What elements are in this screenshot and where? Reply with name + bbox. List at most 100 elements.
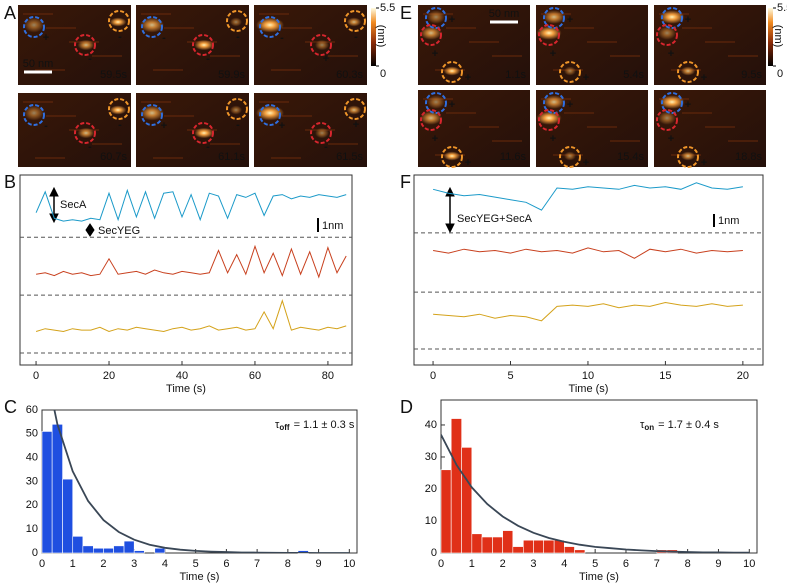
frame-time: 59.5s <box>100 69 127 81</box>
bar <box>41 431 53 554</box>
bar <box>461 447 473 554</box>
state-sign: + <box>465 157 471 169</box>
x-tick-label: 0 <box>438 558 444 570</box>
state-sign: - <box>206 141 210 153</box>
x-tick-label: 7 <box>254 558 260 570</box>
tracking-circle <box>661 92 683 114</box>
tracking-circle <box>74 122 96 144</box>
scale-bar-label: 1nm <box>322 220 343 232</box>
state-sign: - <box>324 141 328 153</box>
afm-streak <box>164 27 194 29</box>
frame-time: 61.1s <box>218 151 245 163</box>
afm-blob <box>315 39 329 51</box>
bar <box>450 418 462 554</box>
colorbar-tick-label: 0 <box>380 68 386 80</box>
trace <box>36 244 347 279</box>
plot-frame <box>41 409 358 554</box>
state-sign: - <box>236 31 240 43</box>
state-sign: - <box>206 53 210 65</box>
tau-symbol: τ <box>275 419 280 431</box>
afm-blob <box>24 17 44 33</box>
tracking-circle <box>23 16 45 38</box>
tracking-circle <box>259 104 281 126</box>
x-tick-label: 8 <box>285 558 291 570</box>
tracking-circle <box>141 16 163 38</box>
state-sign: + <box>432 48 438 60</box>
bar <box>512 546 524 554</box>
afm-streak <box>728 55 758 57</box>
afm-streak <box>328 143 358 145</box>
frame-time: 61.5s <box>336 151 363 163</box>
afm-blob <box>420 111 442 125</box>
tracking-circle <box>108 98 130 120</box>
x-tick-label: 4 <box>561 558 567 570</box>
afm-streak <box>610 55 640 57</box>
tracking-circle <box>543 7 565 29</box>
afm-blob <box>564 66 576 76</box>
tracking-circle <box>141 104 163 126</box>
tracking-circle <box>420 24 442 46</box>
afm-blob <box>564 151 576 161</box>
y-tick-label: 10 <box>425 515 437 527</box>
x-tick-label: 10 <box>743 558 755 570</box>
afm-blob <box>315 127 329 139</box>
afm-streak <box>328 55 358 57</box>
trace <box>35 188 347 222</box>
annotation: SecYEG+SecA <box>457 213 533 225</box>
afm-streak <box>271 157 301 159</box>
frame-time: 18.8s <box>735 151 762 163</box>
panel-label: A <box>4 3 16 23</box>
fit-curve <box>441 434 750 553</box>
afm-blob <box>658 111 676 125</box>
afm-blob <box>427 10 445 24</box>
colorbar-tick-label: 5.5 <box>380 2 395 14</box>
afm-blob <box>420 26 442 40</box>
afm-blob <box>680 66 696 76</box>
afm-streak <box>587 126 617 128</box>
state-sign: + <box>432 133 438 145</box>
state-sign: + <box>353 119 359 131</box>
afm-blob <box>659 95 685 109</box>
state-sign: + <box>583 72 589 84</box>
tracking-circle <box>441 61 463 83</box>
afm-blob <box>543 95 565 109</box>
tracking-circle <box>344 10 366 32</box>
state-sign: + <box>449 99 455 111</box>
bar <box>51 423 63 554</box>
bar <box>523 539 534 554</box>
state-sign: - <box>118 119 122 131</box>
afm-streak <box>564 27 594 29</box>
tracking-circle <box>192 122 214 144</box>
state-sign: + <box>161 120 167 132</box>
frame-time: 11.6s <box>500 151 527 163</box>
state-sign: - <box>280 32 284 44</box>
afm-streak <box>705 126 735 128</box>
y-tick-label: 40 <box>425 419 437 431</box>
bar <box>93 547 104 554</box>
fit-annotation: τoff = 1.1 ± 0.3 s <box>275 419 355 432</box>
plot-frame <box>413 174 764 366</box>
state-sign: - <box>354 31 358 43</box>
y-tick-label: 30 <box>26 475 38 487</box>
afm-streak <box>446 27 476 29</box>
afm-streak <box>469 126 499 128</box>
afm-streak <box>682 27 712 29</box>
afm-blob <box>109 105 127 115</box>
tracking-circle <box>559 61 581 83</box>
tracking-circle <box>661 7 683 29</box>
panel-label: E <box>400 3 412 23</box>
bar <box>574 549 586 554</box>
afm-streak <box>153 157 183 159</box>
state-sign: + <box>550 48 556 60</box>
afm-streak <box>92 55 122 57</box>
bar <box>72 536 84 554</box>
tracking-circle <box>425 92 447 114</box>
x-tick-label: 3 <box>131 558 137 570</box>
x-axis-label: Time (s) <box>180 571 220 583</box>
afm-streak <box>728 140 758 142</box>
frame-time: 15.4s <box>617 151 644 163</box>
afm-blob <box>77 127 95 139</box>
state-sign: + <box>323 53 329 65</box>
fit-value: = 1.1 ± 0.3 s <box>294 419 355 431</box>
afm-blob <box>443 151 461 161</box>
